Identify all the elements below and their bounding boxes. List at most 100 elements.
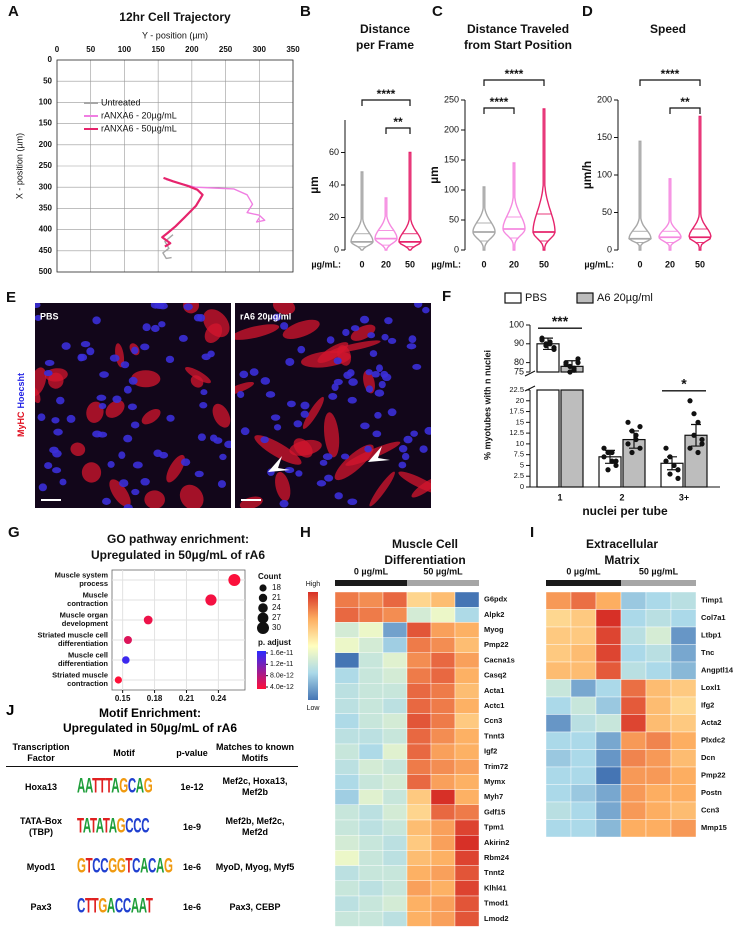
myotube: [141, 408, 161, 425]
heat-cell: [334, 728, 360, 745]
table-cell: 1e-6: [182, 861, 201, 872]
heat-cell: [334, 667, 360, 684]
y-tick-label: Striated muscle: [52, 671, 108, 680]
heat-cell: [670, 749, 697, 768]
heat-cell: [570, 696, 597, 715]
data-point: [575, 356, 581, 362]
heat-cell: [570, 661, 597, 680]
legend-label: 18: [272, 583, 281, 592]
heat-cell: [358, 622, 384, 638]
heat-cell: [334, 819, 360, 836]
y-tick-label: 400: [39, 225, 53, 234]
legend-label: A6 20µg/ml: [597, 292, 653, 304]
heat-cell: [334, 652, 360, 669]
myotube: [204, 323, 223, 343]
group-label: 0 µg/mL: [566, 566, 601, 576]
heat-cell: [334, 911, 360, 927]
heat-cell: [334, 895, 360, 912]
heat-cell: [430, 774, 456, 790]
group-bar: [546, 580, 621, 586]
table-cell: TATA-Box (TBP): [20, 816, 62, 837]
legend-title: Count: [258, 572, 281, 581]
nucleus: [219, 453, 227, 461]
nucleus: [300, 410, 309, 418]
heat-cell: [430, 759, 456, 775]
y-tick-label: Muscle system: [55, 571, 109, 580]
x-tick-label: 50: [405, 259, 415, 269]
legend-label: 27: [272, 613, 281, 622]
motif-base: A: [140, 854, 149, 878]
motif-base: T: [98, 774, 106, 798]
column-header: p-value: [172, 740, 212, 767]
heat-cell: [570, 609, 597, 628]
motif-base: A: [84, 774, 93, 798]
channel-name: Hoecsht: [16, 373, 26, 409]
heat-cell: [430, 819, 456, 836]
chart-title: Muscle Cell: [392, 537, 458, 551]
data-point: [663, 445, 669, 451]
nucleus: [326, 336, 335, 344]
heat-cell: [595, 801, 622, 820]
table-cell: Hoxa13: [24, 781, 58, 792]
x-tick-label: 0: [359, 259, 364, 269]
legend-label: PBS: [525, 292, 547, 304]
data-point: [609, 449, 615, 456]
heat-cell: [430, 743, 456, 760]
y-tick-label: 0: [454, 244, 459, 254]
heat-cell: [570, 644, 597, 663]
x-tick-label: 250: [219, 45, 233, 54]
heat-cell: [645, 679, 672, 698]
chart-title: Matrix: [604, 553, 640, 567]
nucleus: [102, 497, 111, 505]
x-tick-label: 20: [381, 259, 391, 269]
significance-label: *: [681, 375, 687, 391]
heat-cell: [570, 749, 597, 768]
nucleus: [365, 385, 374, 393]
heat-cell: [595, 626, 622, 645]
table-row: Myod1 GTCCGGTCACAG 1e-6 MyoD, Myog, Myf5: [6, 847, 298, 887]
data-point: [633, 432, 639, 438]
violin: [658, 178, 682, 251]
nucleus: [365, 369, 373, 376]
data-point: [667, 454, 673, 460]
row-label: Akirin2: [484, 838, 509, 847]
heat-cell: [334, 713, 360, 729]
y-axis-label: µm: [307, 176, 321, 194]
heat-cell: [358, 895, 384, 912]
heat-cell: [430, 850, 456, 866]
nucleus: [132, 461, 143, 469]
y-tick-label: 75: [514, 366, 524, 376]
nucleus: [131, 346, 139, 355]
violin: [472, 186, 496, 251]
y-tick-label: 150: [39, 119, 53, 128]
data-point: [629, 428, 635, 434]
heat-cell: [454, 819, 480, 836]
row-label: Timp1: [701, 596, 723, 605]
heat-cell: [595, 749, 622, 768]
heat-cell: [406, 607, 432, 623]
heat-cell: [545, 714, 572, 733]
channel-label: MyHC Hoecsht: [16, 373, 26, 437]
row-label: Ifg2: [701, 701, 714, 710]
y-tick-label: 20: [329, 212, 339, 222]
myotube: [411, 477, 431, 498]
nucleus: [140, 478, 150, 486]
heat-cell: [454, 607, 480, 623]
heat-cell: [670, 714, 697, 733]
violin: [350, 171, 374, 251]
bar: [560, 389, 584, 488]
data-point: [699, 436, 705, 443]
violin: [532, 108, 556, 251]
heat-cell: [645, 749, 672, 768]
y-tick-label: differentiation: [58, 639, 108, 648]
y-tick-label: 7.5: [514, 450, 524, 459]
nucleus: [166, 414, 175, 422]
motif-base: C: [92, 854, 101, 878]
heat-cell: [430, 667, 456, 684]
nucleus: [360, 422, 370, 430]
legend-dot: [258, 603, 268, 613]
nucleus: [331, 383, 339, 391]
y-tick-label: 50: [602, 207, 612, 217]
nucleus: [52, 449, 62, 458]
dot: [143, 615, 153, 625]
